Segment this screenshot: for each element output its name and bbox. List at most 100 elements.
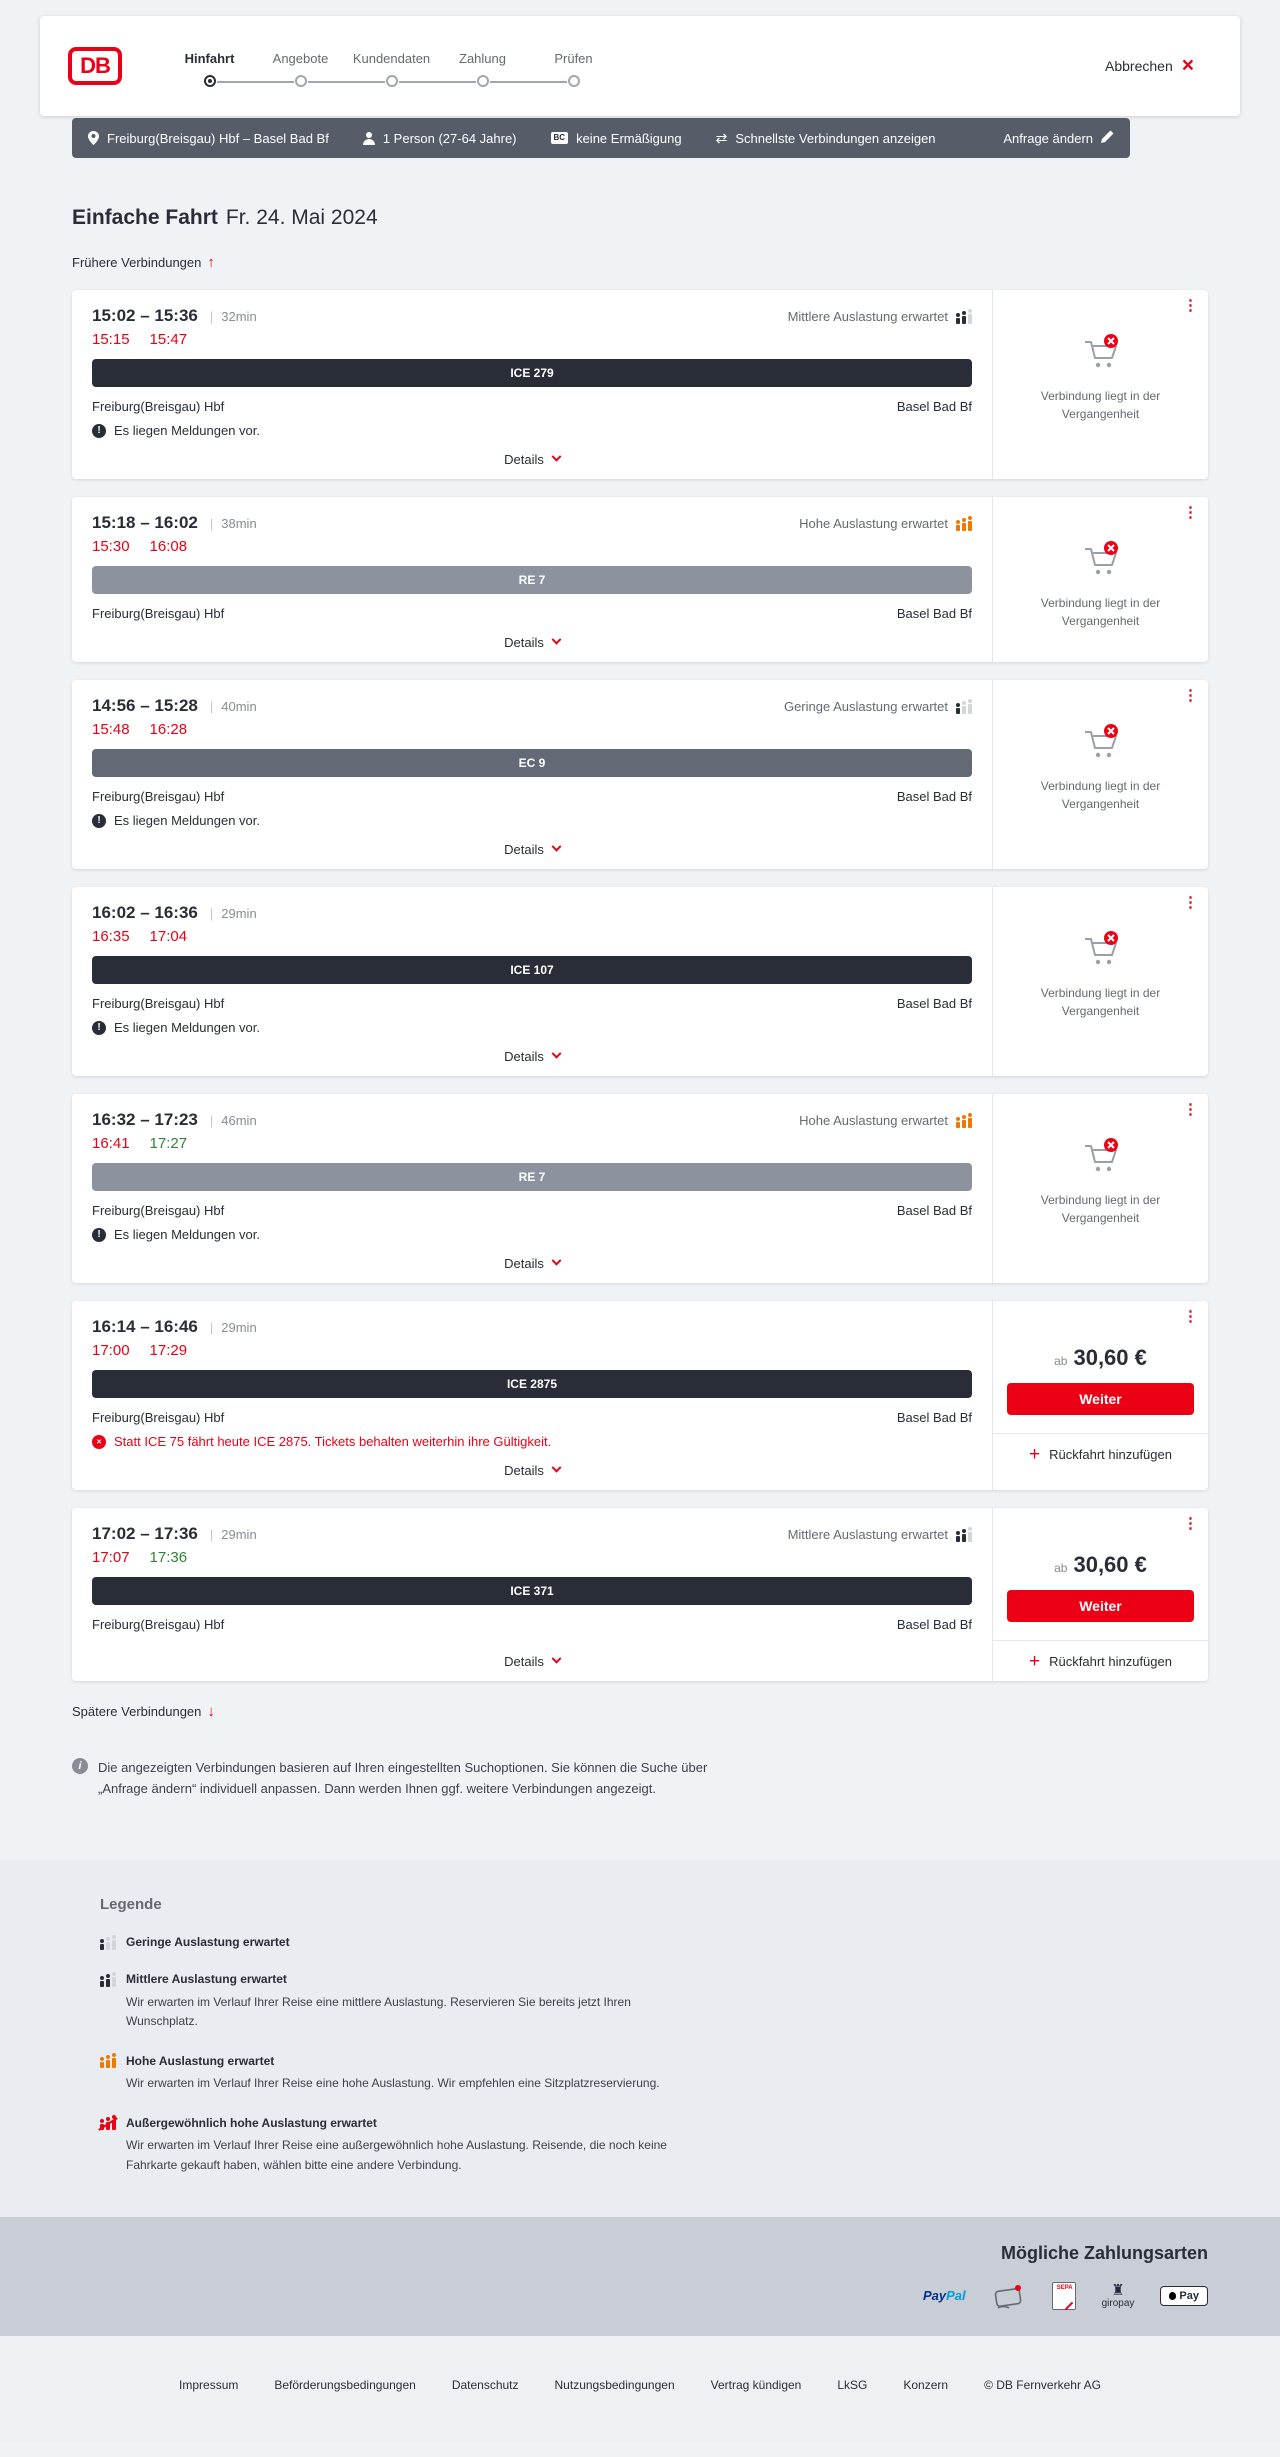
footer-link[interactable]: Impressum xyxy=(179,2377,239,2392)
departure-station: Freiburg(Breisgau) Hbf xyxy=(92,1410,225,1425)
details-toggle[interactable]: Details xyxy=(504,828,562,857)
earlier-connections-link[interactable]: Frühere Verbindungen ↑ xyxy=(72,254,215,271)
arrival-station: Basel Bad Bf xyxy=(896,996,972,1011)
past-connection-message: Verbindung liegt in der Vergangenheit xyxy=(1040,986,1161,1018)
train-badge: RE 7 xyxy=(92,1163,972,1191)
booking-panel: ⋮ Verbindung liegt in der Vergangenheit xyxy=(993,1094,1208,1283)
departure-station: Freiburg(Breisgau) Hbf xyxy=(92,399,225,414)
db-logo[interactable]: DB xyxy=(68,47,122,85)
swap-arrows-icon: ⇄ xyxy=(715,130,728,146)
booking-panel: ⋮ Verbindung liegt in der Vergangenheit xyxy=(993,680,1208,869)
details-toggle[interactable]: Details xyxy=(504,1242,562,1271)
footer-link[interactable]: Beförderungsbedingungen xyxy=(274,2377,416,2392)
wizard-step[interactable]: Hinfahrt xyxy=(164,51,294,87)
card-menu-button[interactable]: ⋮ xyxy=(1183,1101,1198,1118)
train-badge: ICE 371 xyxy=(92,1577,972,1605)
card-menu-button[interactable]: ⋮ xyxy=(1183,1515,1198,1532)
train-number: EC 9 xyxy=(518,756,546,770)
arrow-up-icon: ↑ xyxy=(207,254,215,271)
details-toggle[interactable]: Details xyxy=(504,621,562,650)
arrow-down-icon: ↓ xyxy=(207,1703,215,1720)
search-summary-bar: Freiburg(Breisgau) Hbf – Basel Bad Bf 1 … xyxy=(72,118,1130,158)
footer-link[interactable]: Vertrag kündigen xyxy=(710,2377,802,2392)
separator: | xyxy=(209,1320,214,1335)
connection-notice: Statt ICE 75 fährt heute ICE 2875. Ticke… xyxy=(92,1434,972,1449)
wizard-step[interactable]: Angebote xyxy=(255,51,385,87)
footer-link[interactable]: LkSG xyxy=(837,2377,868,2392)
legend-item-description: Wir erwarten im Verlauf Ihrer Reise eine… xyxy=(126,1994,631,2029)
card-menu-button[interactable]: ⋮ xyxy=(1183,687,1198,704)
duration: 32min xyxy=(221,309,257,324)
giropay-icon: ♜ giropay xyxy=(1101,2281,1135,2309)
footer-link[interactable]: Konzern xyxy=(903,2377,949,2392)
chevron-down-icon xyxy=(551,1653,562,1664)
wizard-step-dot xyxy=(385,75,398,87)
cart-unavailable-icon xyxy=(1079,539,1123,584)
details-toggle[interactable]: Details xyxy=(504,1640,562,1669)
realtime-departure: 15:48 xyxy=(92,721,130,738)
later-connections-link[interactable]: Spätere Verbindungen ↓ xyxy=(72,1703,215,1720)
train-number: ICE 371 xyxy=(510,1584,554,1598)
occupancy-label: Mittlere Auslastung erwartet xyxy=(787,1527,948,1542)
wizard-step-label: Prüfen xyxy=(554,51,593,66)
realtime-departure: 16:41 xyxy=(92,1135,130,1152)
connection-card: 17:02 – 17:36 | 29min Mittlere Auslastun… xyxy=(72,1508,1208,1681)
duration: 29min xyxy=(221,1527,257,1542)
divider xyxy=(993,1640,1208,1641)
change-request-button[interactable]: Anfrage ändern xyxy=(1003,130,1114,146)
past-connection-info: Verbindung liegt in der Vergangenheit xyxy=(1007,1104,1194,1271)
results-content: Einfache Fahrt Fr. 24. Mai 2024 Frühere V… xyxy=(72,206,1208,1800)
wizard-step[interactable]: Prüfen xyxy=(528,51,619,87)
chevron-down-icon xyxy=(551,634,562,645)
discount-summary: BC keine Ermäßigung xyxy=(550,131,682,146)
connection-details: 16:32 – 17:23 | 46min Hohe Auslastung er… xyxy=(72,1094,993,1283)
occupancy-icon xyxy=(100,1971,116,1987)
footer-link[interactable]: Datenschutz xyxy=(451,2377,519,2392)
wizard-step-label: Kundendaten xyxy=(352,51,431,66)
notice-icon xyxy=(92,1434,106,1449)
page-footer: Impressum Beförderungsbedingungen Datens… xyxy=(0,2335,1280,2442)
location-pin-icon xyxy=(88,131,99,145)
card-menu-button[interactable]: ⋮ xyxy=(1183,1308,1198,1325)
wizard-step-label: Angebote xyxy=(272,51,329,66)
fastest-connections-toggle[interactable]: ⇄ Schnellste Verbindungen anzeigen xyxy=(715,130,936,146)
add-return-button[interactable]: + Rückfahrt hinzufügen xyxy=(1029,1650,1172,1672)
details-toggle[interactable]: Details xyxy=(504,1035,562,1064)
arrival-station: Basel Bad Bf xyxy=(896,1410,972,1425)
occupancy-icon xyxy=(956,516,972,531)
footer-link[interactable]: Nutzungsbedingungen xyxy=(554,2377,675,2392)
occupancy-label: Geringe Auslastung erwartet xyxy=(783,699,948,714)
travel-date: Fr. 24. Mai 2024 xyxy=(225,206,378,229)
notice-icon xyxy=(92,1020,106,1035)
realtime-times: 15:48 16:28 xyxy=(92,721,972,738)
connection-details: 15:18 – 16:02 | 38min Hohe Auslastung er… xyxy=(72,497,993,662)
cancel-button[interactable]: Abbrechen × xyxy=(1105,55,1194,76)
duration: 46min xyxy=(221,1113,257,1128)
past-connection-message: Verbindung liegt in der Vergangenheit xyxy=(1040,779,1161,811)
train-number: ICE 2875 xyxy=(506,1377,558,1391)
payment-icons: PayPal SEPA ♜ giropay Pay xyxy=(72,2281,1208,2311)
scheduled-times: 15:02 – 15:36 xyxy=(92,306,198,325)
train-number: ICE 107 xyxy=(510,963,554,977)
past-connection-message: Verbindung liegt in der Vergangenheit xyxy=(1040,596,1161,628)
card-menu-button[interactable]: ⋮ xyxy=(1183,504,1198,521)
card-menu-button[interactable]: ⋮ xyxy=(1183,894,1198,911)
continue-button[interactable]: Weiter xyxy=(1007,1590,1194,1622)
details-toggle[interactable]: Details xyxy=(504,1449,562,1478)
legend-item-label: Außergewöhnlich hohe Auslastung erwartet xyxy=(126,2115,377,2130)
wizard-step[interactable]: Zahlung xyxy=(437,51,567,87)
wizard-step[interactable]: Kundendaten xyxy=(346,51,476,87)
details-toggle[interactable]: Details xyxy=(504,438,562,467)
departure-station: Freiburg(Breisgau) Hbf xyxy=(92,1617,225,1632)
wizard-steps: Hinfahrt Angebote Kundendaten Zahlung Pr… xyxy=(164,45,619,87)
realtime-times: 15:30 16:08 xyxy=(92,538,972,555)
card-menu-button[interactable]: ⋮ xyxy=(1183,297,1198,314)
occupancy-icon xyxy=(956,1113,972,1128)
scheduled-times: 17:02 – 17:36 xyxy=(92,1524,198,1543)
payment-methods-section: Mögliche Zahlungsarten PayPal SEPA ♜ gir… xyxy=(0,2216,1280,2336)
chevron-down-icon xyxy=(551,1048,562,1059)
footer-links: Impressum Beförderungsbedingungen Datens… xyxy=(0,2378,1280,2392)
continue-button[interactable]: Weiter xyxy=(1007,1383,1194,1415)
add-return-button[interactable]: + Rückfahrt hinzufügen xyxy=(1029,1443,1172,1465)
info-icon: i xyxy=(72,1758,88,1774)
